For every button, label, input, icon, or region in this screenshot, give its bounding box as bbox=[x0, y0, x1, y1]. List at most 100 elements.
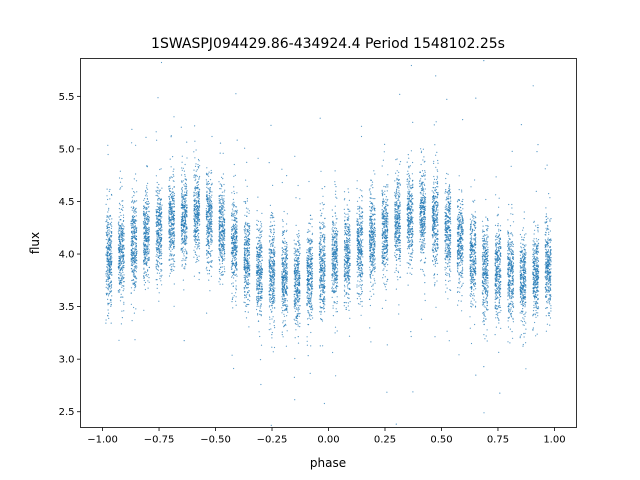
data-point bbox=[182, 225, 184, 227]
data-point bbox=[146, 254, 148, 256]
data-point bbox=[160, 280, 162, 282]
data-point bbox=[284, 271, 286, 273]
data-point bbox=[156, 186, 158, 188]
data-point bbox=[133, 270, 135, 272]
data-point bbox=[143, 309, 145, 311]
data-point bbox=[271, 261, 274, 263]
data-point bbox=[194, 221, 196, 223]
data-point bbox=[258, 259, 260, 261]
data-point bbox=[182, 197, 184, 199]
data-point bbox=[135, 254, 137, 256]
data-point bbox=[193, 215, 195, 217]
data-point bbox=[231, 249, 233, 251]
data-point bbox=[244, 297, 246, 299]
data-point bbox=[121, 286, 123, 288]
data-point bbox=[209, 197, 211, 199]
data-point bbox=[109, 198, 111, 200]
data-point bbox=[294, 307, 296, 309]
data-point bbox=[148, 218, 150, 220]
data-point bbox=[247, 291, 249, 294]
data-point bbox=[146, 247, 148, 249]
data-point bbox=[121, 240, 124, 242]
data-point bbox=[159, 201, 161, 203]
data-point bbox=[209, 218, 211, 220]
data-point bbox=[183, 289, 185, 291]
data-point bbox=[120, 214, 122, 217]
data-point bbox=[247, 266, 249, 268]
data-point bbox=[120, 272, 122, 274]
data-point bbox=[230, 237, 232, 239]
data-point bbox=[109, 257, 111, 259]
data-point bbox=[107, 284, 109, 286]
data-point bbox=[135, 252, 138, 254]
data-point bbox=[274, 287, 276, 289]
data-point bbox=[169, 244, 171, 246]
data-point bbox=[181, 161, 183, 163]
data-point bbox=[299, 248, 301, 250]
data-point bbox=[294, 263, 296, 265]
data-point bbox=[172, 228, 174, 230]
data-point bbox=[271, 256, 273, 259]
data-point bbox=[169, 207, 171, 209]
data-point bbox=[118, 233, 120, 235]
data-point bbox=[111, 225, 113, 227]
data-point bbox=[155, 222, 157, 224]
data-point bbox=[170, 217, 172, 219]
data-point bbox=[156, 263, 158, 266]
data-point bbox=[221, 208, 223, 210]
data-point bbox=[244, 269, 246, 271]
data-point bbox=[148, 217, 150, 219]
data-point bbox=[245, 272, 247, 274]
data-point bbox=[158, 183, 160, 186]
data-point bbox=[134, 270, 136, 272]
data-point bbox=[234, 274, 236, 276]
data-point bbox=[248, 233, 250, 236]
data-point bbox=[286, 258, 288, 260]
data-point bbox=[155, 210, 157, 212]
data-point bbox=[119, 245, 121, 247]
data-point bbox=[144, 215, 146, 217]
data-point bbox=[281, 265, 284, 268]
data-point bbox=[148, 241, 150, 243]
data-point bbox=[270, 424, 272, 426]
data-point bbox=[272, 282, 274, 284]
data-point bbox=[232, 242, 235, 244]
data-point bbox=[281, 271, 283, 273]
data-point bbox=[285, 345, 287, 347]
data-point bbox=[133, 312, 135, 314]
data-point bbox=[132, 244, 134, 246]
data-point bbox=[193, 151, 195, 153]
data-point bbox=[134, 281, 136, 283]
data-point bbox=[143, 236, 145, 239]
data-point bbox=[223, 253, 225, 255]
data-point bbox=[168, 217, 170, 219]
data-point bbox=[159, 223, 162, 225]
data-point bbox=[183, 243, 186, 245]
data-point bbox=[120, 283, 122, 285]
data-point bbox=[156, 139, 158, 141]
data-point bbox=[143, 205, 145, 207]
data-point bbox=[260, 310, 262, 312]
data-point bbox=[297, 271, 299, 273]
data-point bbox=[211, 220, 213, 223]
data-point bbox=[269, 280, 271, 282]
data-point bbox=[169, 158, 171, 160]
data-point bbox=[256, 305, 258, 307]
data-point bbox=[205, 195, 208, 197]
data-point bbox=[143, 275, 145, 277]
data-point bbox=[209, 200, 211, 202]
data-point bbox=[257, 240, 260, 242]
data-point bbox=[184, 266, 186, 268]
data-point bbox=[272, 215, 274, 217]
data-point bbox=[295, 308, 297, 310]
data-point bbox=[222, 227, 224, 229]
data-point bbox=[170, 255, 172, 257]
data-point bbox=[222, 195, 224, 197]
data-point bbox=[143, 245, 145, 247]
data-point bbox=[296, 277, 298, 280]
data-point bbox=[105, 203, 107, 205]
data-point bbox=[232, 206, 235, 208]
data-point bbox=[219, 216, 221, 218]
data-point bbox=[198, 212, 200, 214]
data-point bbox=[146, 185, 148, 187]
